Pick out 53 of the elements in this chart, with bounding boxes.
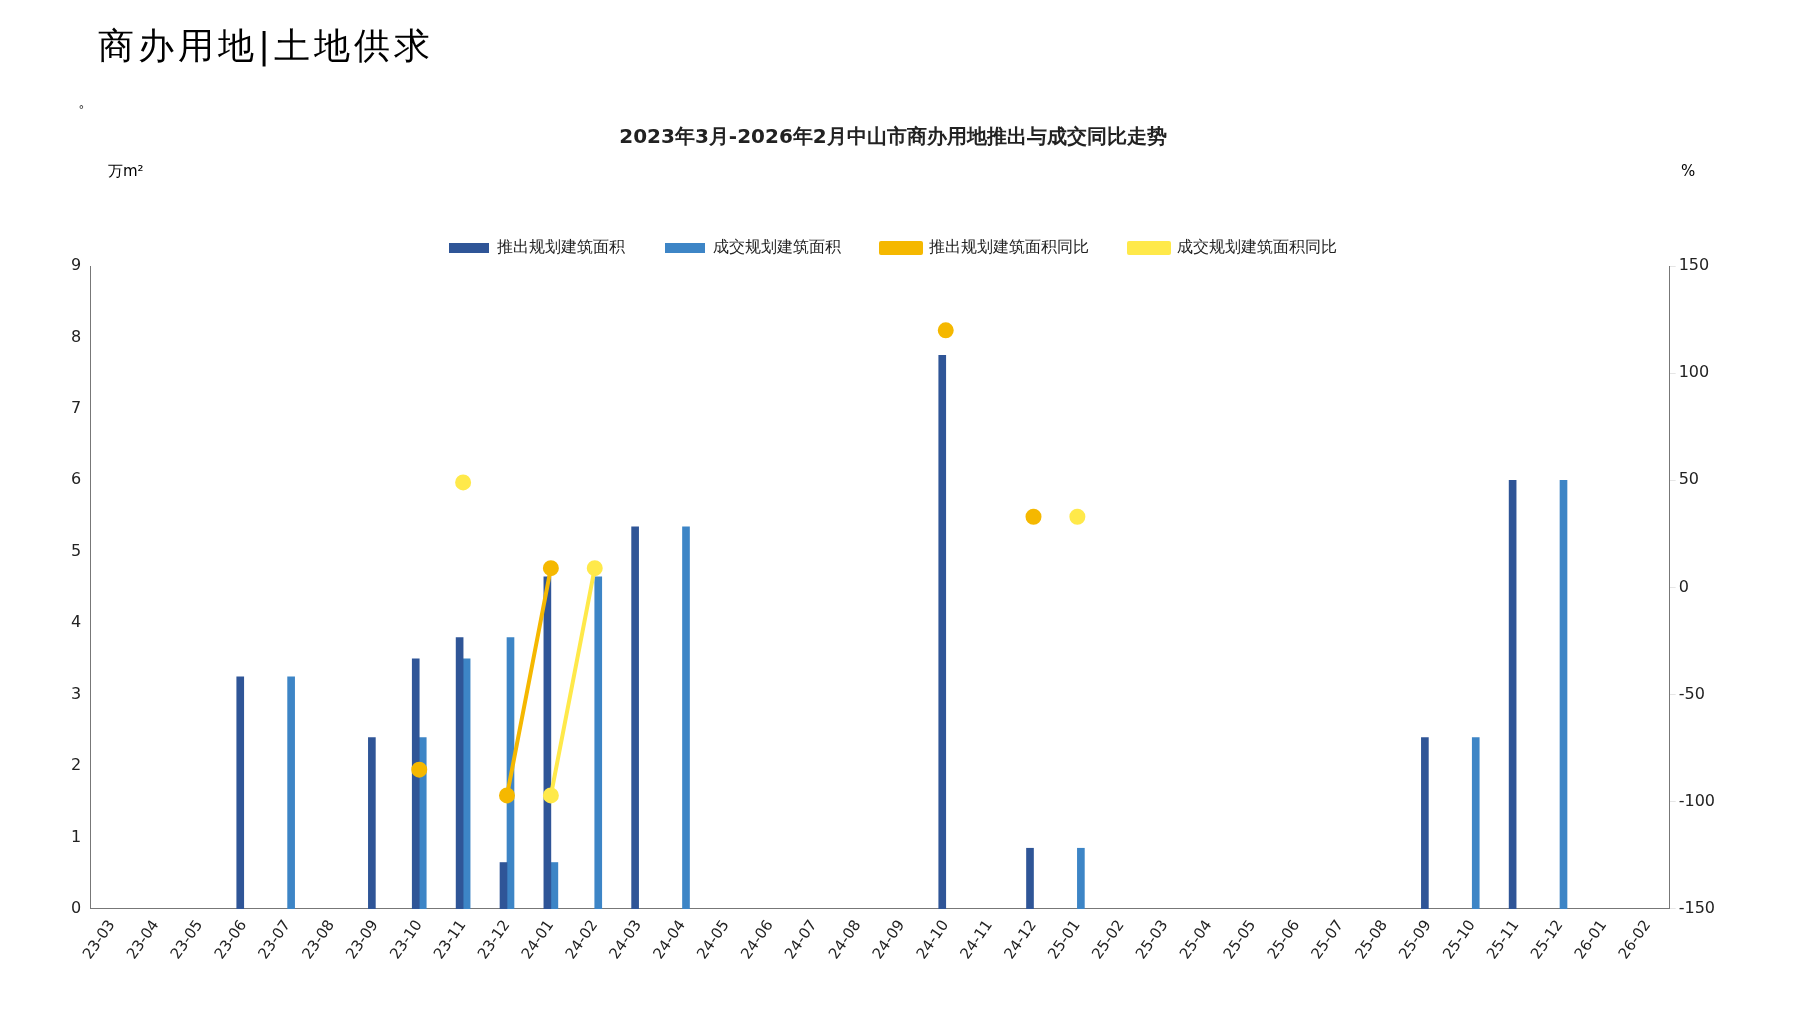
y-tick-label: 2	[70, 755, 82, 775]
y-tick-label: 0	[70, 898, 82, 918]
y-tick-label: 5	[70, 540, 82, 560]
point	[937, 322, 954, 339]
bar	[1026, 847, 1034, 909]
point	[455, 474, 472, 491]
point	[1069, 508, 1086, 525]
bar	[411, 658, 420, 909]
legend-label: 推出规划建筑面积同比	[929, 237, 1089, 257]
y-tick-label: 6	[70, 469, 82, 489]
y-tick-label: 1	[70, 826, 82, 846]
bar	[499, 862, 508, 909]
bar	[462, 658, 471, 909]
y-tick-label: 8	[70, 326, 82, 346]
y-tick-label: 9	[70, 255, 82, 275]
bar	[938, 354, 947, 909]
y2-tick-label: -50	[1678, 683, 1705, 703]
legend-label: 推出规划建筑面积	[497, 237, 625, 257]
text: 。	[77, 91, 95, 113]
y2-tick-label: -150	[1678, 898, 1715, 918]
point	[1025, 508, 1042, 525]
point	[542, 787, 559, 804]
legend-label: 成交规划建筑面积同比	[1177, 237, 1337, 257]
bar	[368, 737, 376, 909]
y2-tick-label: 0	[1678, 576, 1689, 596]
bar	[236, 676, 245, 909]
y-tick-label: 3	[70, 683, 82, 703]
bar	[1421, 737, 1429, 909]
bar	[594, 576, 603, 909]
bar	[1077, 847, 1085, 909]
bar	[1508, 479, 1517, 909]
bar	[1559, 479, 1568, 909]
bar	[287, 676, 295, 909]
bar	[1471, 737, 1480, 909]
y2-tick-label: -100	[1678, 790, 1715, 810]
y2-tick-label: 50	[1678, 469, 1700, 489]
bar	[455, 637, 464, 909]
point	[498, 787, 515, 804]
y2-axis-title: %	[1680, 162, 1696, 181]
chart-title: 2023年3月-2026年2月中山市商办用地推出与成交同比走势	[619, 124, 1167, 149]
bar	[682, 526, 690, 909]
y-tick-label: 4	[70, 612, 82, 632]
bar	[631, 526, 639, 909]
point	[411, 761, 428, 778]
bar	[550, 862, 559, 909]
y2-tick-label: 100	[1678, 362, 1710, 382]
y-tick-label: 7	[70, 398, 82, 418]
text: 商办用地|土地供求	[97, 24, 436, 69]
y2-tick-label: 150	[1678, 255, 1710, 275]
legend-label: 成交规划建筑面积	[713, 237, 841, 257]
y-axis-title: 万m²	[108, 162, 144, 181]
point	[586, 560, 603, 577]
point	[542, 560, 559, 577]
